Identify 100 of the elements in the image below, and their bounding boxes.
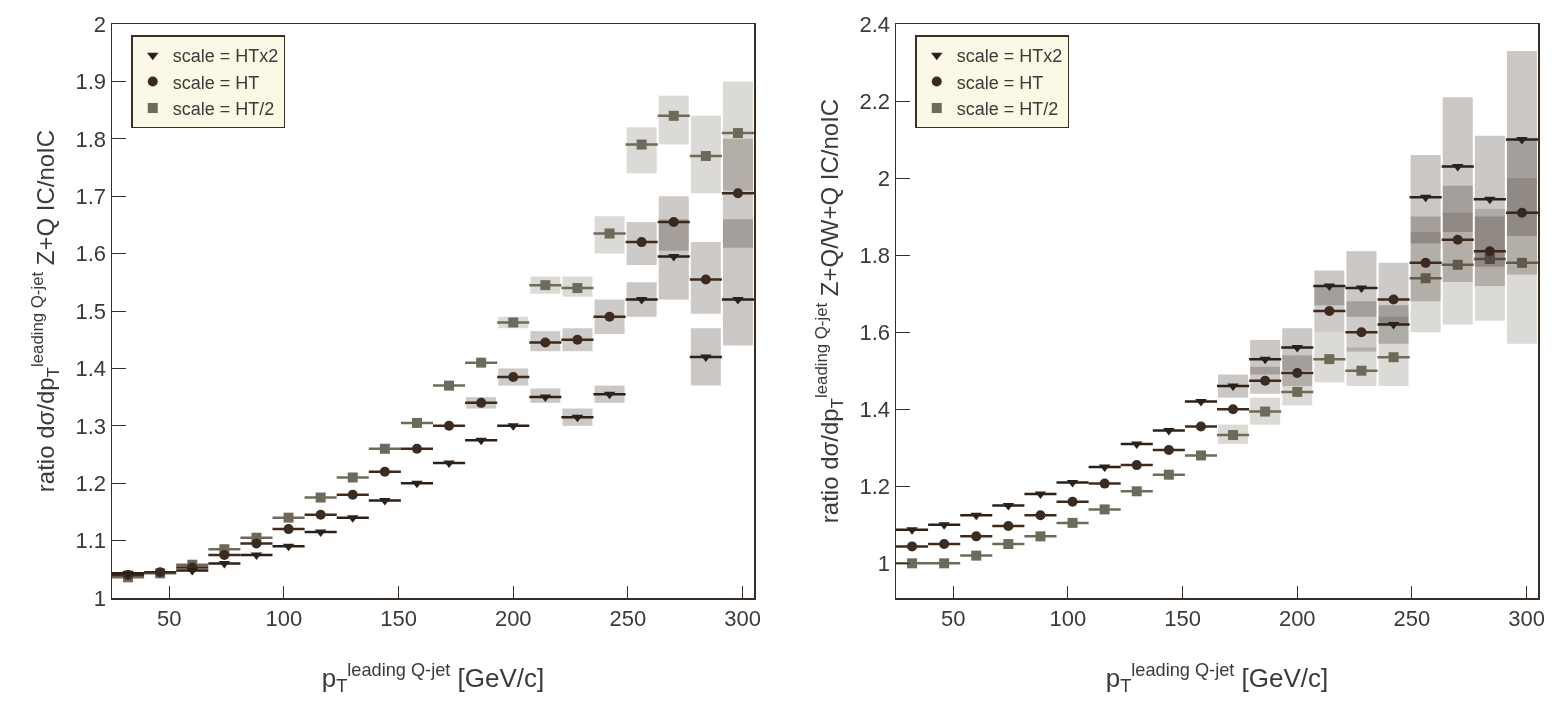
point (1356, 365, 1367, 376)
legend-label: scale = HT (172, 72, 260, 93)
point (907, 541, 918, 552)
point (700, 151, 711, 162)
point (1163, 469, 1174, 480)
point (971, 531, 982, 542)
point (1324, 354, 1335, 365)
point (283, 512, 294, 523)
point (1324, 306, 1335, 316)
point (444, 420, 455, 431)
y-tick-label: 1.3 (75, 413, 107, 439)
y-tick-label: 1.5 (75, 298, 107, 324)
y-tick-label: 1 (877, 551, 891, 577)
x-axis-title: p$_{T}$$^{leading Q-jet}$ [GeV/c] (321, 659, 545, 696)
point (572, 283, 583, 294)
point (1292, 386, 1303, 397)
point (1035, 531, 1046, 542)
point (668, 110, 679, 121)
point (1228, 430, 1239, 441)
x-tick-label: 200 (494, 605, 532, 631)
point (347, 472, 358, 483)
y-tick-label: 1.2 (859, 473, 891, 499)
point (907, 558, 918, 569)
point (700, 274, 711, 285)
y-tick-label: 2 (877, 165, 891, 191)
point (411, 443, 422, 454)
point (1260, 375, 1271, 386)
legend-label: scale = HT/2 (172, 99, 275, 119)
point (1452, 234, 1463, 245)
point (1292, 368, 1303, 379)
point (540, 280, 551, 291)
point (1195, 421, 1206, 432)
point (636, 237, 647, 248)
y-tick-label: 1.9 (75, 69, 107, 95)
point (1516, 207, 1527, 218)
x-tick-label: 300 (724, 605, 761, 631)
point (604, 311, 615, 322)
point (283, 524, 294, 535)
x-tick-label: 100 (1049, 605, 1087, 631)
x-tick-label: 100 (265, 605, 303, 631)
point (379, 497, 391, 506)
x-tick-label: 250 (609, 605, 647, 631)
point (1516, 257, 1527, 268)
point (315, 509, 326, 520)
point (1003, 520, 1014, 531)
point (1227, 383, 1239, 392)
point (971, 550, 982, 561)
point (1356, 327, 1367, 338)
y-tick-label: 2 (93, 11, 107, 37)
x-tick-label: 150 (1164, 605, 1201, 631)
point (939, 558, 950, 569)
y-tick-label: 1.6 (75, 241, 107, 267)
point (1067, 496, 1078, 507)
point (1388, 294, 1399, 305)
point (379, 443, 390, 454)
point (443, 460, 455, 469)
point (1388, 352, 1399, 363)
x-tick-label: 300 (1508, 605, 1545, 631)
point (636, 139, 647, 150)
point (444, 380, 455, 391)
point (251, 538, 262, 549)
legend-label: scale = HTx2 (956, 46, 1063, 67)
y-tick-label: 1.6 (859, 319, 891, 345)
point (315, 492, 326, 503)
point (1131, 460, 1142, 471)
y-tick-label: 2.4 (859, 11, 891, 37)
point (668, 217, 679, 228)
point (604, 228, 615, 239)
y-tick-label: 1.4 (859, 396, 891, 422)
point (1099, 478, 1110, 489)
point (1260, 406, 1271, 417)
point (1035, 510, 1046, 521)
point (1228, 404, 1239, 415)
y-tick-label: 1 (93, 585, 107, 611)
point (1067, 517, 1078, 528)
y-tick-label: 1.1 (75, 528, 107, 554)
point (508, 372, 519, 383)
point (1163, 445, 1174, 456)
x-tick-label: 250 (1393, 605, 1431, 631)
point (1452, 259, 1463, 270)
point (1003, 539, 1014, 550)
point (476, 357, 487, 368)
point (1420, 273, 1431, 284)
point (939, 539, 950, 550)
y-tick-label: 1.2 (75, 470, 107, 496)
y-tick-label: 1.7 (75, 183, 107, 209)
point (1484, 246, 1495, 257)
point (411, 480, 423, 489)
point (476, 397, 487, 408)
legend-label: scale = HT (956, 72, 1044, 93)
point (1195, 450, 1206, 461)
x-axis-title: p$_{T}$$^{leading Q-jet}$ [GeV/c] (1105, 659, 1329, 696)
point (540, 337, 551, 348)
y-tick-label: 1.8 (859, 242, 891, 268)
point (572, 334, 583, 345)
x-tick-label: 200 (1278, 605, 1316, 631)
legend-label: scale = HT/2 (956, 99, 1059, 119)
point (347, 489, 358, 500)
point (508, 317, 519, 328)
point (732, 128, 743, 139)
